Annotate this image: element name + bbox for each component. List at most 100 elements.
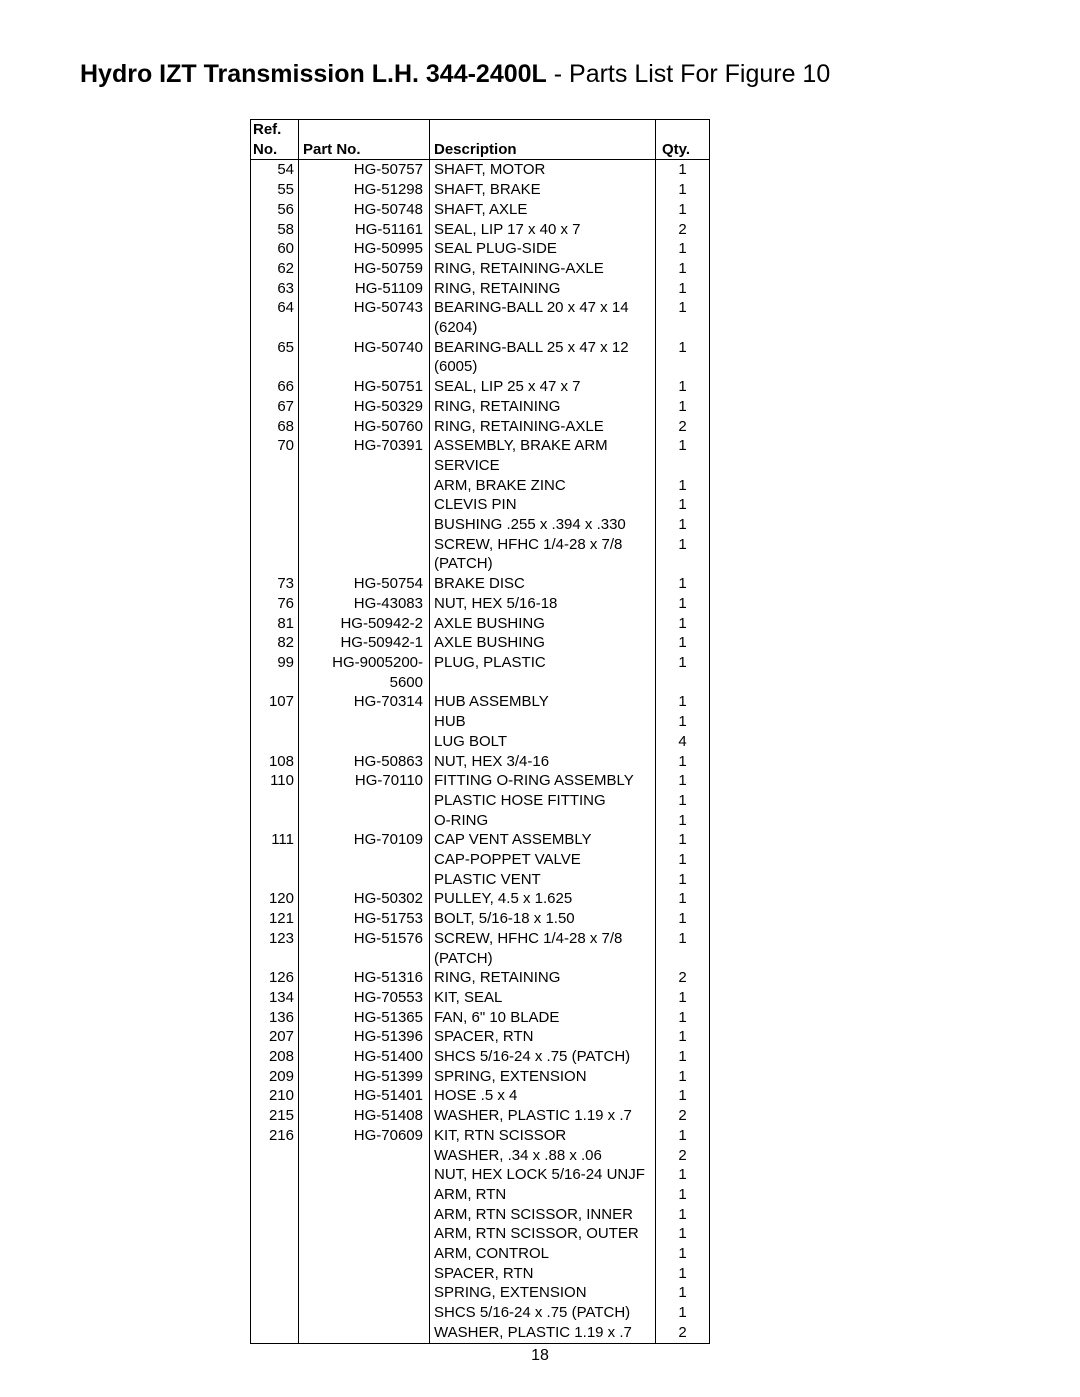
cell-part: HG-51298: [299, 180, 430, 200]
cell-part: HG-50757: [299, 160, 430, 180]
cell-desc: AXLE BUSHING: [430, 614, 656, 634]
title-rest: - Parts List For Figure 10: [547, 60, 830, 88]
cell-part: [299, 1303, 430, 1323]
cell-part: HG-51365: [299, 1008, 430, 1028]
cell-qty: 1: [656, 752, 710, 772]
cell-desc: SCREW, HFHC 1/4-28 x 7/8 (PATCH): [430, 929, 656, 968]
cell-part: HG-50754: [299, 574, 430, 594]
page-title: Hydro IZT Transmission L.H. 344-2400L - …: [80, 60, 1008, 89]
cell-qty: 1: [656, 1086, 710, 1106]
cell-desc: ARM, BRAKE ZINC: [430, 476, 656, 496]
table-row: PLASTIC VENT1: [251, 870, 710, 890]
cell-ref: 208: [251, 1047, 299, 1067]
table-row: HUB1: [251, 712, 710, 732]
cell-ref: 60: [251, 239, 299, 259]
cell-desc: HUB: [430, 712, 656, 732]
cell-part: HG-51396: [299, 1027, 430, 1047]
cell-ref: [251, 535, 299, 574]
cell-desc: SHAFT, MOTOR: [430, 160, 656, 180]
cell-qty: 2: [656, 417, 710, 437]
cell-part: HG-70391: [299, 436, 430, 475]
cell-qty: 1: [656, 1067, 710, 1087]
table-row: O-RING1: [251, 811, 710, 831]
cell-part: [299, 515, 430, 535]
cell-part: [299, 476, 430, 496]
cell-qty: 1: [656, 791, 710, 811]
cell-desc: SHAFT, AXLE: [430, 200, 656, 220]
table-row: 73HG-50754BRAKE DISC1: [251, 574, 710, 594]
cell-part: [299, 811, 430, 831]
cell-ref: [251, 1165, 299, 1185]
col-header-desc: Description: [430, 120, 656, 160]
cell-qty: 1: [656, 1224, 710, 1244]
cell-ref: 134: [251, 988, 299, 1008]
cell-ref: 76: [251, 594, 299, 614]
cell-desc: KIT, SEAL: [430, 988, 656, 1008]
cell-part: HG-50759: [299, 259, 430, 279]
cell-qty: 1: [656, 692, 710, 712]
cell-ref: 64: [251, 298, 299, 337]
cell-part: [299, 495, 430, 515]
cell-desc: ARM, RTN: [430, 1185, 656, 1205]
cell-desc: WASHER, .34 x .88 x .06: [430, 1146, 656, 1166]
table-row: 120HG-50302PULLEY, 4.5 x 1.6251: [251, 889, 710, 909]
cell-desc: PLASTIC VENT: [430, 870, 656, 890]
cell-part: HG-50751: [299, 377, 430, 397]
cell-desc: SCREW, HFHC 1/4-28 x 7/8 (PATCH): [430, 535, 656, 574]
cell-ref: 62: [251, 259, 299, 279]
cell-part: [299, 712, 430, 732]
cell-part: HG-50302: [299, 889, 430, 909]
cell-ref: 65: [251, 338, 299, 377]
cell-ref: 55: [251, 180, 299, 200]
cell-part: HG-51401: [299, 1086, 430, 1106]
table-row: 121HG-51753BOLT, 5/16-18 x 1.501: [251, 909, 710, 929]
cell-ref: [251, 1244, 299, 1264]
cell-desc: SHCS 5/16-24 x .75 (PATCH): [430, 1303, 656, 1323]
cell-ref: 63: [251, 279, 299, 299]
cell-qty: 1: [656, 298, 710, 337]
cell-ref: 67: [251, 397, 299, 417]
cell-qty: 1: [656, 397, 710, 417]
cell-ref: [251, 870, 299, 890]
col-header-part: Part No.: [299, 120, 430, 160]
cell-desc: RING, RETAINING-AXLE: [430, 417, 656, 437]
cell-qty: 1: [656, 535, 710, 574]
cell-desc: RING, RETAINING: [430, 968, 656, 988]
cell-part: [299, 1264, 430, 1284]
cell-ref: 207: [251, 1027, 299, 1047]
cell-desc: NUT, HEX 3/4-16: [430, 752, 656, 772]
table-row: 81HG-50942-2AXLE BUSHING1: [251, 614, 710, 634]
cell-qty: 1: [656, 594, 710, 614]
cell-qty: 1: [656, 830, 710, 850]
cell-part: HG-51753: [299, 909, 430, 929]
cell-part: HG-70609: [299, 1126, 430, 1146]
col-header-ref: Ref. No.: [251, 120, 299, 160]
table-row: CLEVIS PIN1: [251, 495, 710, 515]
parts-table: Ref. No. Part No. Description Qty. 54HG-…: [250, 119, 710, 1344]
cell-desc: RING, RETAINING: [430, 279, 656, 299]
cell-desc: RING, RETAINING: [430, 397, 656, 417]
cell-qty: 1: [656, 712, 710, 732]
cell-ref: [251, 1224, 299, 1244]
cell-qty: 1: [656, 1264, 710, 1284]
table-row: 58HG-51161SEAL, LIP 17 x 40 x 72: [251, 220, 710, 240]
cell-qty: 1: [656, 850, 710, 870]
table-row: CAP-POPPET VALVE1: [251, 850, 710, 870]
cell-qty: 1: [656, 1303, 710, 1323]
cell-part: HG-51161: [299, 220, 430, 240]
cell-part: HG-50740: [299, 338, 430, 377]
cell-qty: 1: [656, 495, 710, 515]
cell-ref: [251, 1323, 299, 1343]
cell-ref: 110: [251, 771, 299, 791]
cell-qty: 2: [656, 968, 710, 988]
table-row: 76HG-43083NUT, HEX 5/16-181: [251, 594, 710, 614]
cell-ref: 120: [251, 889, 299, 909]
cell-qty: 1: [656, 279, 710, 299]
cell-part: [299, 535, 430, 574]
table-row: 108HG-50863NUT, HEX 3/4-161: [251, 752, 710, 772]
cell-ref: 216: [251, 1126, 299, 1146]
cell-qty: 1: [656, 1126, 710, 1146]
cell-qty: 1: [656, 160, 710, 180]
table-row: WASHER, .34 x .88 x .062: [251, 1146, 710, 1166]
cell-qty: 1: [656, 436, 710, 475]
